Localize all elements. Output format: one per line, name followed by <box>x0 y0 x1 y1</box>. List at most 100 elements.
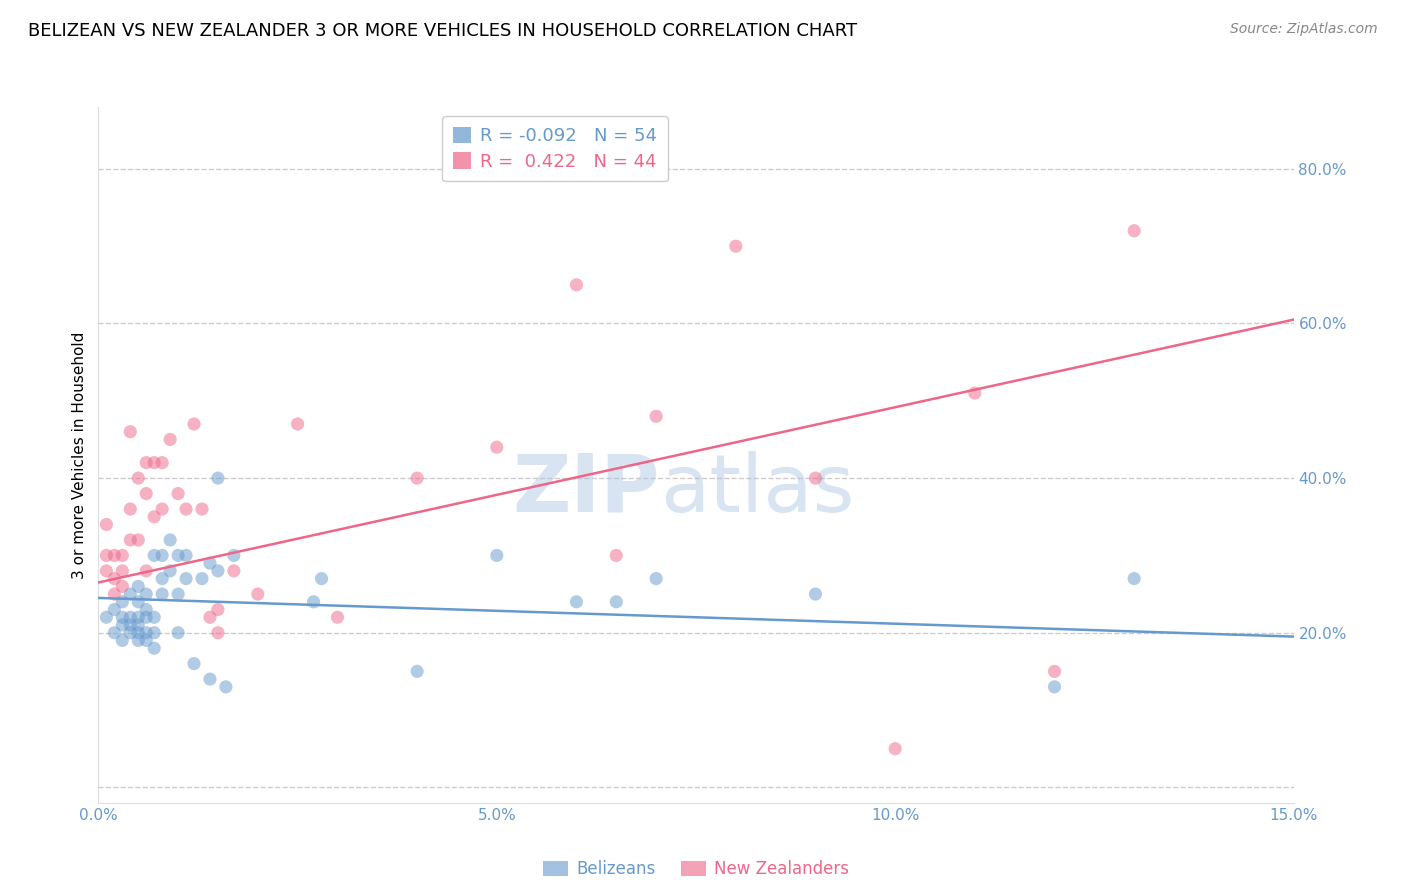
Point <box>135 625 157 640</box>
Point <box>111 595 134 609</box>
Point <box>326 610 349 624</box>
Point <box>120 625 142 640</box>
Point <box>103 625 125 640</box>
Point <box>120 502 142 516</box>
Point <box>143 625 166 640</box>
Point <box>183 417 205 431</box>
Point <box>1043 680 1066 694</box>
Point <box>198 610 221 624</box>
Point <box>120 425 142 439</box>
Point <box>135 564 157 578</box>
Point <box>174 549 197 563</box>
Point <box>111 579 134 593</box>
Point <box>135 486 157 500</box>
Point <box>143 456 166 470</box>
Point <box>120 610 142 624</box>
Point <box>159 564 181 578</box>
Point <box>159 433 181 447</box>
Point <box>127 533 149 547</box>
Point <box>159 533 181 547</box>
Point <box>127 633 149 648</box>
Point <box>174 572 197 586</box>
Point <box>207 564 229 578</box>
Point <box>103 572 125 586</box>
Point <box>135 587 157 601</box>
Point <box>207 625 229 640</box>
Point <box>127 618 149 632</box>
Point <box>135 602 157 616</box>
Point <box>111 633 134 648</box>
Point <box>150 549 173 563</box>
Point <box>804 471 827 485</box>
Point <box>1043 665 1066 679</box>
Point <box>645 572 668 586</box>
Point <box>287 417 309 431</box>
Point <box>207 602 229 616</box>
Text: BELIZEAN VS NEW ZEALANDER 3 OR MORE VEHICLES IN HOUSEHOLD CORRELATION CHART: BELIZEAN VS NEW ZEALANDER 3 OR MORE VEHI… <box>28 22 858 40</box>
Point <box>565 277 588 292</box>
Point <box>150 456 173 470</box>
Point <box>127 471 149 485</box>
Point <box>111 549 134 563</box>
Point <box>485 549 508 563</box>
Point <box>804 587 827 601</box>
Point <box>198 672 221 686</box>
Point <box>963 386 986 401</box>
Point <box>406 665 429 679</box>
Point <box>143 549 166 563</box>
Point <box>96 610 118 624</box>
Point <box>167 625 190 640</box>
Point <box>198 556 221 570</box>
Point <box>103 587 125 601</box>
Point <box>143 641 166 656</box>
Point <box>120 587 142 601</box>
Point <box>103 549 125 563</box>
Point <box>724 239 747 253</box>
Y-axis label: 3 or more Vehicles in Household: 3 or more Vehicles in Household <box>72 331 87 579</box>
Point <box>485 440 508 454</box>
Point <box>222 564 245 578</box>
Point <box>207 471 229 485</box>
Point <box>135 610 157 624</box>
Point <box>150 502 173 516</box>
Point <box>645 409 668 424</box>
Point <box>111 564 134 578</box>
Point <box>96 564 118 578</box>
Point <box>127 579 149 593</box>
Point <box>1123 224 1146 238</box>
Point <box>406 471 429 485</box>
Point <box>302 595 325 609</box>
Point <box>103 602 125 616</box>
Point <box>143 509 166 524</box>
Point <box>111 618 134 632</box>
Point <box>127 595 149 609</box>
Text: atlas: atlas <box>661 450 855 529</box>
Point <box>565 595 588 609</box>
Point <box>127 625 149 640</box>
Point <box>215 680 238 694</box>
Point <box>150 572 173 586</box>
Point <box>150 587 173 601</box>
Point <box>191 502 214 516</box>
Point <box>246 587 269 601</box>
Point <box>174 502 197 516</box>
Point <box>135 633 157 648</box>
Point <box>167 486 190 500</box>
Legend: Belizeans, New Zealanders: Belizeans, New Zealanders <box>536 854 856 885</box>
Text: Source: ZipAtlas.com: Source: ZipAtlas.com <box>1230 22 1378 37</box>
Point <box>96 517 118 532</box>
Point <box>311 572 333 586</box>
Point <box>143 610 166 624</box>
Point <box>120 533 142 547</box>
Point <box>120 618 142 632</box>
Point <box>191 572 214 586</box>
Point <box>222 549 245 563</box>
Point <box>96 549 118 563</box>
Point <box>605 595 627 609</box>
Point <box>167 587 190 601</box>
Point <box>167 549 190 563</box>
Text: ZIP: ZIP <box>513 450 661 529</box>
Point <box>1123 572 1146 586</box>
Point <box>605 549 627 563</box>
Point <box>183 657 205 671</box>
